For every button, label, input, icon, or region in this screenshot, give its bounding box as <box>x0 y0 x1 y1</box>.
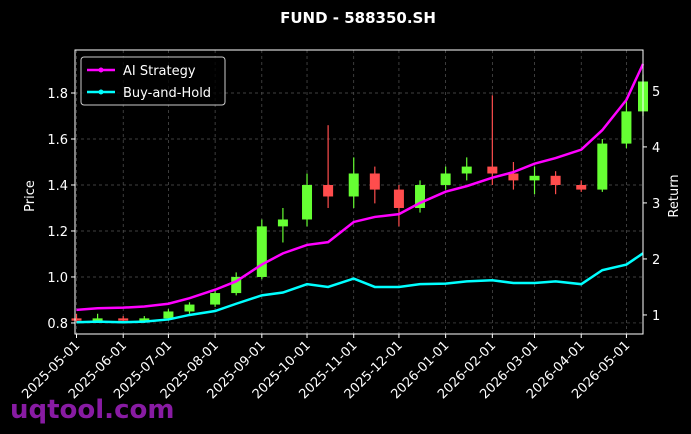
candle-body <box>415 184 426 208</box>
y-tick-label: 1.4 <box>47 179 68 194</box>
candle-body <box>118 318 129 321</box>
legend-label: Buy-and-Hold <box>123 86 211 101</box>
y2-tick-label: 3 <box>652 197 660 212</box>
candle-body <box>348 173 359 197</box>
candle-body <box>139 318 150 321</box>
candle-body <box>369 173 380 190</box>
candle-body <box>277 219 288 227</box>
candle-body <box>92 318 103 321</box>
y2-tick-label: 4 <box>652 141 660 156</box>
candle-body <box>302 184 313 220</box>
y-tick-label: 1.8 <box>47 87 68 102</box>
candle-body <box>231 276 242 294</box>
candle-body <box>323 184 334 197</box>
plot-frame <box>74 49 644 335</box>
legend-box <box>80 56 226 106</box>
candle-body <box>550 175 561 185</box>
y2-axis-label: Return <box>667 174 682 217</box>
candle-body <box>393 189 404 208</box>
candle-body <box>508 173 519 181</box>
candle-body <box>440 173 451 185</box>
legend-marker <box>98 67 104 73</box>
candle-body <box>184 304 195 312</box>
chart-title: FUND - 588350.SH <box>280 9 436 27</box>
y-tick-label: 0.8 <box>47 317 68 332</box>
candle-body <box>529 175 540 181</box>
candle-body <box>210 293 221 305</box>
series-line <box>76 252 644 324</box>
y2-tick-label: 1 <box>652 309 660 324</box>
y2-tick-label: 2 <box>652 253 660 268</box>
candle-body <box>597 143 608 190</box>
candle-body <box>621 111 632 144</box>
y-tick-label: 1.2 <box>47 225 68 240</box>
candle-body <box>576 184 587 190</box>
legend-marker <box>98 89 104 95</box>
candle-body <box>71 318 82 321</box>
candle-body <box>163 311 174 319</box>
legend-label: AI Strategy <box>123 64 196 79</box>
watermark: uqtool.com <box>10 395 174 425</box>
candle-body <box>487 166 498 174</box>
y-axis-label: Price <box>23 180 38 212</box>
y-tick-label: 1.0 <box>47 271 68 286</box>
series-line <box>76 63 645 312</box>
candle-body <box>256 226 267 277</box>
y-tick-label: 1.6 <box>47 133 68 148</box>
candle-body <box>461 166 472 174</box>
y2-tick-label: 5 <box>652 85 660 100</box>
